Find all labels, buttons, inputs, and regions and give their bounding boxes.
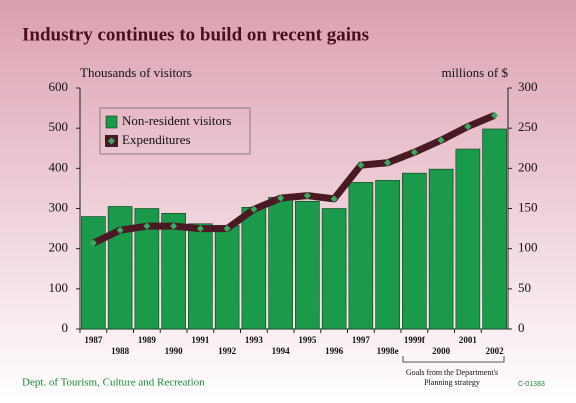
bar — [188, 223, 213, 330]
x-tick-label: 1990 — [165, 346, 184, 356]
x-tick-label: 1994 — [272, 346, 291, 356]
marker — [277, 194, 285, 202]
bar — [161, 213, 186, 330]
x-tick-label: 1987 — [84, 335, 103, 345]
marker — [116, 226, 124, 234]
x-tick-label: 1993 — [245, 335, 264, 345]
bar — [455, 148, 481, 330]
bar — [321, 208, 347, 330]
y-tick-label: 200 — [49, 240, 69, 255]
bar — [107, 206, 133, 330]
bar — [268, 196, 293, 330]
x-tick-label: 1997 — [352, 335, 371, 345]
x-tick-label: 1999f — [404, 335, 426, 345]
marker — [410, 148, 418, 156]
y2-tick-label: 150 — [518, 199, 538, 214]
x-tick-label: 1995 — [298, 335, 317, 345]
marker — [330, 195, 338, 203]
marker — [437, 136, 445, 144]
legend-swatch — [105, 115, 118, 129]
legend-marker — [108, 137, 115, 145]
expenditure-line — [91, 112, 496, 247]
y2-tick-label: 100 — [518, 240, 538, 255]
y-tick-label: 600 — [49, 79, 69, 94]
y2-tick-label: 0 — [518, 320, 525, 335]
marker — [250, 205, 258, 213]
bar — [428, 168, 454, 330]
bar — [241, 206, 267, 330]
x-tick-label: 2002 — [486, 346, 505, 356]
bar — [482, 128, 507, 330]
marker — [357, 161, 365, 169]
bar — [214, 225, 240, 330]
legend-label: Non-resident visitors — [122, 113, 231, 128]
y-axis-label: Thousands of visitors — [80, 65, 192, 80]
bar — [348, 182, 374, 330]
legend-box — [99, 107, 251, 155]
y-tick-label: 500 — [49, 119, 69, 134]
y-tick-label: 300 — [49, 199, 69, 214]
marker — [143, 222, 151, 230]
y-tick-label: 0 — [62, 320, 69, 335]
bar — [375, 180, 400, 330]
bar — [81, 216, 106, 330]
chart-title: Industry continues to build on recent ga… — [22, 24, 369, 45]
annotation: Planning strategy — [424, 378, 480, 387]
code: C-01383 — [518, 381, 545, 388]
y2-tick-label: 250 — [518, 119, 538, 134]
x-tick-label: 1998e — [377, 346, 399, 356]
marker — [303, 192, 311, 200]
y2-axis-label: millions of $ — [442, 65, 509, 80]
x-tick-label: 1991 — [191, 335, 210, 345]
marker — [170, 222, 178, 230]
legend-label: Expenditures — [122, 132, 191, 147]
bar — [295, 200, 320, 330]
x-tick-label: 1992 — [218, 346, 237, 356]
y2-tick-label: 300 — [518, 79, 538, 94]
y2-tick-label: 50 — [518, 280, 531, 295]
x-tick-label: 2001 — [459, 335, 478, 345]
bar — [402, 172, 427, 330]
annotation: Goals from the Department's — [406, 368, 498, 377]
source: Dept. of Tourism, Culture and Recreation — [22, 377, 205, 389]
marker — [491, 111, 499, 119]
x-tick-label: 1988 — [111, 346, 130, 356]
x-tick-label: 1989 — [138, 335, 157, 345]
bracket — [402, 356, 505, 363]
marker — [464, 123, 472, 131]
marker — [89, 239, 97, 247]
y2-tick-label: 200 — [518, 159, 538, 174]
marker — [384, 159, 392, 167]
y-tick-label: 400 — [49, 159, 69, 174]
y-tick-label: 100 — [49, 280, 69, 295]
x-tick-label: 2000 — [432, 346, 451, 356]
marker — [223, 225, 231, 233]
marker — [196, 225, 204, 233]
x-tick-label: 1996 — [325, 346, 344, 356]
